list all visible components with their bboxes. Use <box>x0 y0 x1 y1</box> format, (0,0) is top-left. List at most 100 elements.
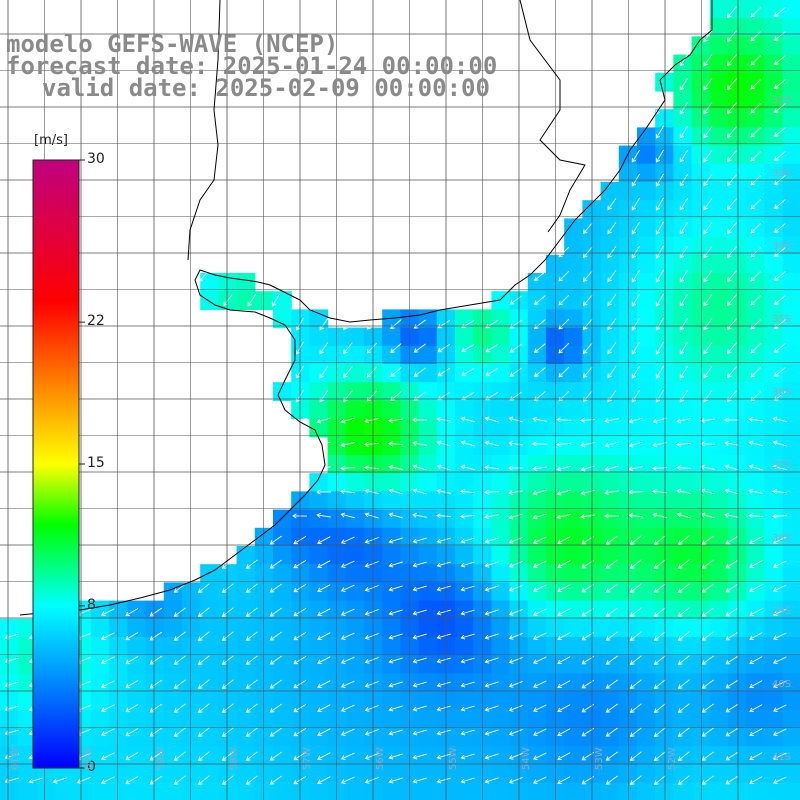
wind-arrow <box>677 535 690 545</box>
wind-arrow <box>508 728 523 736</box>
wind-cell <box>746 72 765 92</box>
wind-cell <box>327 418 347 438</box>
wind-arrow <box>221 655 234 665</box>
wind-cell <box>691 637 711 656</box>
wind-arrow <box>653 535 666 545</box>
wind-cell <box>764 182 784 201</box>
wind-arrow <box>364 633 379 640</box>
wind-arrow <box>677 559 690 569</box>
wind-arrow <box>557 704 571 713</box>
wind-arrow <box>269 535 282 545</box>
wind-cell <box>728 673 747 693</box>
title-model: modelo GEFS-WAVE (NCEP) <box>6 30 339 58</box>
wind-cell <box>746 782 765 800</box>
wind-cell <box>127 637 147 656</box>
wind-arrow <box>556 441 572 447</box>
wind-cell <box>382 600 401 620</box>
wind-cell <box>418 655 438 674</box>
wind-cell <box>309 418 329 438</box>
wind-arrow <box>655 269 664 283</box>
wind-arrow <box>316 417 331 424</box>
wind-cell <box>782 200 800 219</box>
wind-arrow <box>532 728 547 736</box>
wind-arrow <box>605 631 618 641</box>
wind-cell <box>746 691 765 711</box>
wind-cell <box>309 382 329 401</box>
wind-arrow <box>582 366 593 379</box>
wind-arrow <box>582 294 593 307</box>
wind-cell <box>273 509 292 529</box>
wind-cell <box>618 382 638 401</box>
wind-cell <box>455 564 474 583</box>
wind-arrow <box>412 561 427 568</box>
wind-cell <box>455 527 474 547</box>
wind-arrow <box>748 416 763 422</box>
wind-cell <box>345 746 365 765</box>
wind-arrow <box>605 703 618 713</box>
wind-cell <box>691 145 711 165</box>
wind-cell <box>600 382 620 401</box>
wind-arrow <box>364 681 379 688</box>
wind-cell <box>491 400 511 420</box>
wind-cell <box>527 618 547 638</box>
wind-cell <box>345 709 365 729</box>
wind-arrow <box>773 223 786 233</box>
wind-cell <box>709 145 729 165</box>
wind-cell <box>291 491 310 511</box>
wind-arrow <box>388 705 403 712</box>
wind-cell <box>0 709 19 729</box>
wind-arrow <box>508 560 523 568</box>
wind-arrow <box>655 221 664 235</box>
wind-arrow <box>436 440 451 447</box>
wind-cell <box>618 782 638 800</box>
wind-cell <box>382 491 401 511</box>
wind-cell <box>273 782 292 800</box>
wind-cell <box>673 291 693 310</box>
wind-arrow <box>750 30 762 42</box>
wind-arrow <box>173 775 186 785</box>
wind-cell <box>709 546 729 565</box>
wind-cell <box>109 637 128 656</box>
wind-cell <box>746 600 765 620</box>
wind-cell <box>618 564 638 583</box>
wind-arrow <box>197 727 210 737</box>
wind-cell <box>709 509 729 529</box>
wind-arrow <box>558 366 570 378</box>
wind-cell <box>345 637 365 656</box>
wind-arrow <box>631 317 641 331</box>
wind-cell <box>618 582 638 602</box>
wind-arrow <box>485 319 499 329</box>
wind-cell <box>527 473 547 492</box>
lon-label: 55W <box>448 747 459 770</box>
wind-cell <box>709 746 729 765</box>
wind-cell <box>418 564 438 583</box>
wind-cell <box>691 109 711 128</box>
lat-label: 34S <box>772 241 792 252</box>
wind-cell <box>564 382 583 401</box>
lon-label: 53W <box>594 747 605 770</box>
wind-arrow <box>319 365 329 379</box>
wind-arrow <box>508 608 523 616</box>
wind-arrow <box>556 489 571 496</box>
lat-label: 33S <box>772 168 792 179</box>
wind-arrow <box>364 657 379 664</box>
wind-arrow <box>604 490 619 496</box>
wind-cell <box>455 782 474 800</box>
wind-arrow <box>484 777 499 784</box>
wind-cell <box>54 764 74 784</box>
lat-label: 40S <box>772 679 792 690</box>
wind-cell <box>709 345 729 365</box>
wind-arrow <box>652 512 667 519</box>
wind-arrow <box>653 583 666 593</box>
wind-arrow <box>149 751 163 761</box>
wind-cell <box>491 564 511 583</box>
wind-cell <box>345 764 365 784</box>
wind-cell <box>527 655 547 674</box>
wind-arrow <box>605 679 618 689</box>
wind-cell <box>728 764 747 784</box>
wind-cell <box>691 491 711 511</box>
wind-cell <box>691 473 711 492</box>
wind-arrow <box>749 680 763 689</box>
wind-arrow <box>653 607 666 617</box>
wind-cell <box>764 109 784 128</box>
